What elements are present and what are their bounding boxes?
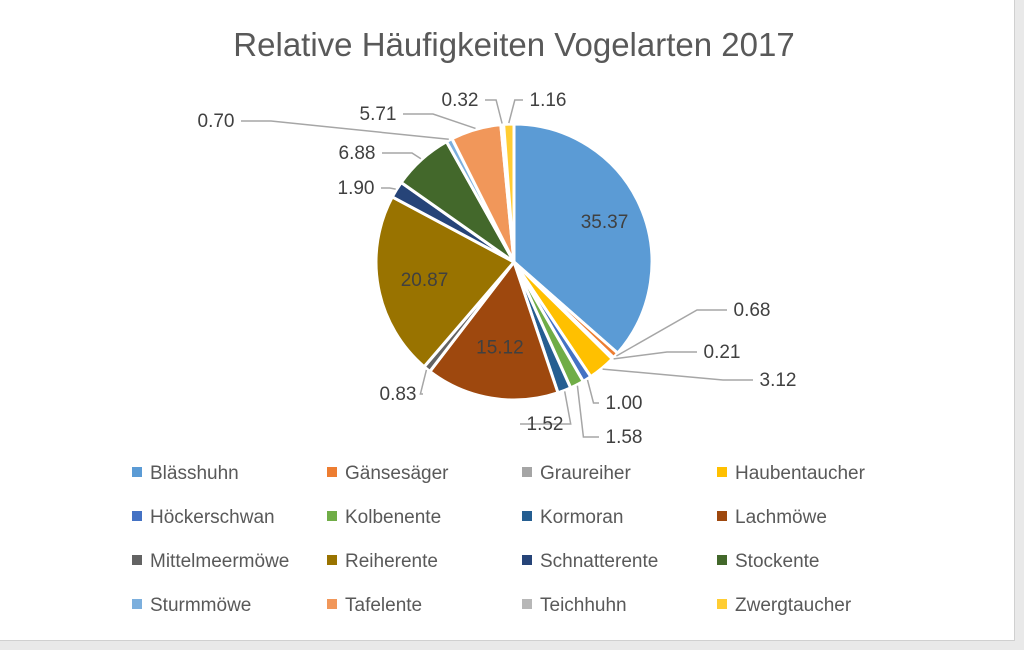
data-label-graureiher: 0.21 bbox=[704, 342, 741, 363]
legend-swatch-kormoran bbox=[522, 511, 532, 521]
legend-swatch-lachmowe bbox=[717, 511, 727, 521]
leader-line-haubentaucher bbox=[602, 368, 753, 381]
legend-swatch-blasshuhn bbox=[132, 467, 142, 477]
legend-label-gansesager: Gänsesäger bbox=[345, 463, 449, 484]
legend-label-blasshuhn: Blässhuhn bbox=[150, 463, 239, 484]
legend-item-schnatterente: Schnatterente bbox=[522, 551, 658, 572]
leader-line-teichhuhn bbox=[485, 99, 503, 124]
data-label-stockente: 6.88 bbox=[339, 143, 376, 164]
legend-label-mittelmeermowe: Mittelmeermöwe bbox=[150, 551, 289, 572]
legend: Blässhuhn Gänsesäger Graureiher Haubentauch… bbox=[132, 463, 866, 616]
data-label-hockerschwan: 1.00 bbox=[606, 393, 643, 414]
legend-swatch-stockente bbox=[717, 555, 727, 565]
leader-line-schnatterente bbox=[381, 187, 396, 190]
legend-label-zwergtaucher: Zwergtaucher bbox=[735, 595, 852, 616]
legend-label-haubentaucher: Haubentaucher bbox=[735, 463, 866, 484]
legend-swatch-reiherente bbox=[327, 555, 337, 565]
legend-swatch-sturmmowe bbox=[132, 599, 142, 609]
legend-item-teichhuhn: Teichhuhn bbox=[522, 595, 627, 616]
data-label-teichhuhn: 0.32 bbox=[442, 90, 479, 111]
leader-line-kolbenente bbox=[576, 385, 599, 438]
legend-label-lachmowe: Lachmöwe bbox=[735, 507, 827, 528]
leader-lines bbox=[241, 99, 753, 438]
data-label-kormoran: 1.52 bbox=[527, 414, 564, 435]
legend-label-graureiher: Graureiher bbox=[540, 463, 631, 484]
leader-line-zwergtaucher bbox=[508, 99, 523, 124]
leader-line-stockente bbox=[382, 152, 422, 160]
legend-item-reiherente: Reiherente bbox=[327, 551, 438, 572]
legend-label-hockerschwan: Höckerschwan bbox=[150, 507, 275, 528]
legend-label-kolbenente: Kolbenente bbox=[345, 507, 441, 528]
legend-swatch-zwergtaucher bbox=[717, 599, 727, 609]
legend-swatch-gansesager bbox=[327, 467, 337, 477]
pie-chart: Relative Häufigkeiten Vogelarten 2017 35… bbox=[132, 26, 866, 616]
data-labels: 35.37 0.68 0.21 3.12 1.00 1.58 1.52 15.12 0.83 20… bbox=[198, 90, 797, 448]
data-label-lachmowe: 15.12 bbox=[476, 337, 524, 358]
legend-swatch-mittelmeermowe bbox=[132, 555, 142, 565]
chart-title: Relative Häufigkeiten Vogelarten 2017 bbox=[233, 26, 794, 63]
data-label-tafelente: 5.71 bbox=[360, 104, 397, 125]
data-label-kolbenente: 1.58 bbox=[606, 427, 643, 448]
legend-item-blasshuhn: Blässhuhn bbox=[132, 463, 239, 484]
data-label-sturmmowe: 0.70 bbox=[198, 111, 235, 132]
leader-line-gansesager bbox=[616, 309, 727, 357]
legend-item-gansesager: Gänsesäger bbox=[327, 463, 449, 484]
legend-label-reiherente: Reiherente bbox=[345, 551, 438, 572]
legend-swatch-kolbenente bbox=[327, 511, 337, 521]
data-label-reiherente: 20.87 bbox=[401, 270, 449, 291]
data-label-schnatterente: 1.90 bbox=[338, 178, 375, 199]
legend-swatch-hockerschwan bbox=[132, 511, 142, 521]
legend-item-zwergtaucher: Zwergtaucher bbox=[717, 595, 852, 616]
legend-label-stockente: Stockente bbox=[735, 551, 820, 572]
legend-swatch-haubentaucher bbox=[717, 467, 727, 477]
leader-line-tafelente bbox=[403, 113, 476, 130]
pie-slice-lachmowe bbox=[428, 260, 560, 402]
data-label-gansesager: 0.68 bbox=[734, 300, 771, 321]
chart-area: Relative Häufigkeiten Vogelarten 2017 35… bbox=[0, 0, 1015, 641]
pie-slices bbox=[374, 122, 654, 402]
legend-item-lachmowe: Lachmöwe bbox=[717, 507, 827, 528]
legend-label-tafelente: Tafelente bbox=[345, 595, 422, 616]
data-label-mittelmeermowe: 0.83 bbox=[380, 384, 417, 405]
legend-label-kormoran: Kormoran bbox=[540, 507, 623, 528]
data-label-blasshuhn: 35.37 bbox=[581, 212, 629, 233]
pie-slice-reiherente bbox=[374, 195, 516, 369]
legend-item-hockerschwan: Höckerschwan bbox=[132, 507, 275, 528]
leader-line-kormoran bbox=[520, 391, 572, 425]
data-label-zwergtaucher: 1.16 bbox=[530, 90, 567, 111]
leader-line-sturmmowe bbox=[241, 120, 449, 141]
legend-item-tafelente: Tafelente bbox=[327, 595, 422, 616]
legend-item-kormoran: Kormoran bbox=[522, 507, 623, 528]
legend-swatch-tafelente bbox=[327, 599, 337, 609]
legend-item-stockente: Stockente bbox=[717, 551, 820, 572]
leader-line-hockerschwan bbox=[586, 379, 599, 404]
legend-swatch-graureiher bbox=[522, 467, 532, 477]
pie-slice-zwergtaucher bbox=[502, 122, 516, 264]
legend-item-sturmmowe: Sturmmöwe bbox=[132, 595, 251, 616]
legend-label-sturmmowe: Sturmmöwe bbox=[150, 595, 251, 616]
pie-slice-blasshuhn bbox=[512, 122, 654, 355]
legend-label-teichhuhn: Teichhuhn bbox=[540, 595, 627, 616]
legend-item-haubentaucher: Haubentaucher bbox=[717, 463, 866, 484]
legend-item-kolbenente: Kolbenente bbox=[327, 507, 441, 528]
legend-label-schnatterente: Schnatterente bbox=[540, 551, 658, 572]
data-label-haubentaucher: 3.12 bbox=[760, 370, 797, 391]
leader-line-mittelmeermowe bbox=[419, 369, 428, 395]
legend-swatch-teichhuhn bbox=[522, 599, 532, 609]
legend-item-mittelmeermowe: Mittelmeermöwe bbox=[132, 551, 289, 572]
leader-line-graureiher bbox=[613, 351, 697, 360]
legend-item-graureiher: Graureiher bbox=[522, 463, 631, 484]
legend-swatch-schnatterente bbox=[522, 555, 532, 565]
